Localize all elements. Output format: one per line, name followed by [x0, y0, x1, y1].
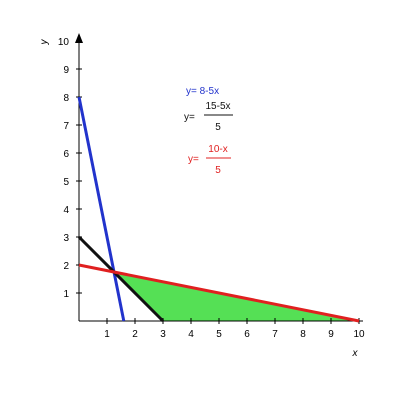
line-y-8-minus-5x	[77, 96, 126, 322]
y-tick-label: 4	[63, 205, 69, 216]
y-tick-label: 8	[63, 93, 69, 104]
x-tick-label: 1	[104, 329, 110, 340]
x-tick-label: 9	[328, 329, 334, 340]
equation-label-blue: y= 8-5x	[186, 86, 219, 97]
equation-label-black-denominator: 5	[215, 122, 221, 133]
x-tick-label: 6	[244, 329, 250, 340]
y-axis-label: y	[39, 39, 50, 46]
y-tick-label: 6	[63, 149, 69, 160]
y-tick-label: 2	[63, 261, 69, 272]
x-tick-label: 7	[272, 329, 278, 340]
equation-label-red-prefix: y=	[188, 154, 199, 165]
y-tick-label: 7	[63, 121, 69, 132]
y-tick-label: 10	[58, 37, 70, 48]
y-tick-label: 5	[63, 177, 69, 188]
y-tick-label: 9	[63, 65, 69, 76]
equation-label-red-numerator: 10-x	[208, 144, 227, 155]
line-y-15-minus-5x-over-5	[77, 235, 165, 323]
x-tick-label: 10	[353, 329, 365, 340]
x-tick-label: 5	[216, 329, 222, 340]
y-tick-label: 3	[63, 233, 69, 244]
line-y-10-minus-x-over-5	[78, 263, 360, 323]
x-tick-label: 3	[160, 329, 166, 340]
x-tick-group: 1 2 3 4 5 6 7 8 9 10	[104, 318, 365, 340]
x-tick-label: 8	[300, 329, 306, 340]
y-tick-group: 1 2 3 4 5 6 7 8 9 10	[58, 37, 82, 300]
equation-label-black-numerator: 15-5x	[205, 101, 230, 112]
equation-label-black-prefix: y=	[184, 112, 195, 123]
y-tick-label: 1	[63, 289, 69, 300]
equation-label-red-denominator: 5	[215, 165, 221, 176]
x-axis-label: x	[352, 348, 359, 359]
x-tick-label: 2	[132, 329, 138, 340]
x-tick-label: 4	[188, 329, 194, 340]
